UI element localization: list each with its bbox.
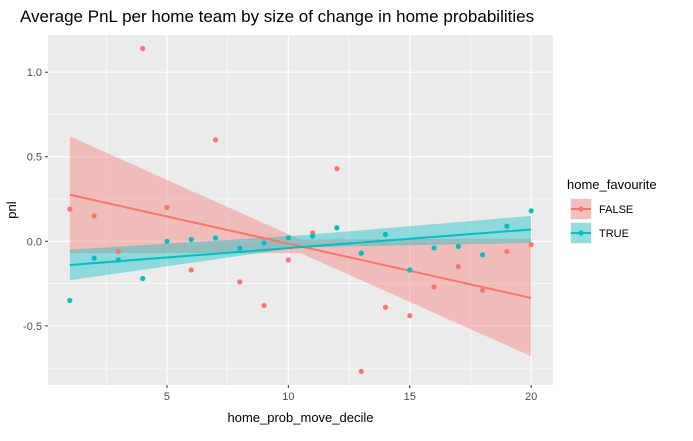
plot-panel — [48, 35, 553, 385]
data-point-false — [528, 242, 534, 248]
data-point-true — [188, 236, 194, 243]
data-point-false — [504, 248, 510, 255]
data-point-false — [115, 248, 122, 255]
data-point-false — [407, 313, 413, 319]
data-point-true — [382, 231, 389, 238]
x-tick-label: 5 — [164, 391, 170, 403]
legend-title: home_favourite — [567, 177, 657, 192]
data-point-false — [261, 302, 267, 309]
x-axis-ticks: 5 10 15 20 — [164, 385, 537, 403]
data-point-false — [431, 284, 437, 290]
data-point-true — [528, 208, 534, 214]
legend-label-false: FALSE — [599, 204, 633, 216]
legend-label-true: TRUE — [599, 228, 629, 240]
data-point-true — [91, 255, 97, 261]
data-point-true — [334, 225, 340, 231]
data-point-false — [285, 257, 291, 263]
data-point-true — [431, 245, 437, 251]
data-point-false — [91, 213, 97, 219]
data-point-false — [382, 304, 389, 310]
fit-line-true — [69, 228, 532, 266]
grid-major — [48, 35, 553, 385]
data-point-true — [407, 267, 413, 273]
data-point-true — [261, 240, 267, 246]
data-point-false — [67, 206, 73, 212]
y-tick-label: 0.0 — [27, 236, 42, 248]
fit-lines — [69, 193, 532, 299]
data-points — [67, 45, 534, 375]
y-axis-label: pnl — [4, 201, 19, 218]
data-point-true — [237, 245, 243, 251]
confidence-ribbon-true — [69, 215, 532, 281]
legend-key-point — [578, 206, 584, 212]
data-point-true — [67, 297, 73, 304]
data-point-false — [455, 264, 461, 270]
y-tick-label: 1.0 — [27, 67, 42, 79]
data-point-false — [237, 279, 243, 285]
data-point-true — [504, 223, 510, 229]
data-point-false — [140, 45, 146, 52]
legend-key-point — [578, 230, 584, 236]
x-tick-label: 10 — [282, 391, 294, 403]
data-point-true — [285, 235, 291, 241]
y-tick-label: 0.5 — [27, 152, 42, 164]
chart-title: Average PnL per home team by size of cha… — [20, 7, 534, 26]
data-point-true — [212, 235, 219, 241]
data-point-false — [212, 137, 219, 143]
data-point-false — [479, 287, 486, 293]
data-point-true — [115, 257, 122, 263]
data-point-false — [334, 165, 340, 172]
data-point-true — [310, 233, 316, 239]
data-point-true — [164, 238, 170, 244]
legend: home_favourite FALSE TRUE — [567, 177, 657, 244]
x-axis-label: home_prob_move_decile — [228, 410, 374, 425]
data-point-false — [164, 204, 170, 211]
data-point-true — [140, 275, 146, 282]
x-tick-label: 15 — [404, 391, 416, 403]
y-axis-ticks: -0.5 0.0 0.5 1.0 — [23, 67, 48, 333]
data-point-true — [358, 250, 364, 256]
data-point-true — [479, 252, 486, 258]
x-tick-label: 20 — [525, 391, 537, 403]
data-point-false — [188, 267, 194, 273]
data-point-false — [358, 368, 364, 375]
data-point-true — [455, 243, 461, 249]
y-tick-label: -0.5 — [23, 321, 42, 333]
